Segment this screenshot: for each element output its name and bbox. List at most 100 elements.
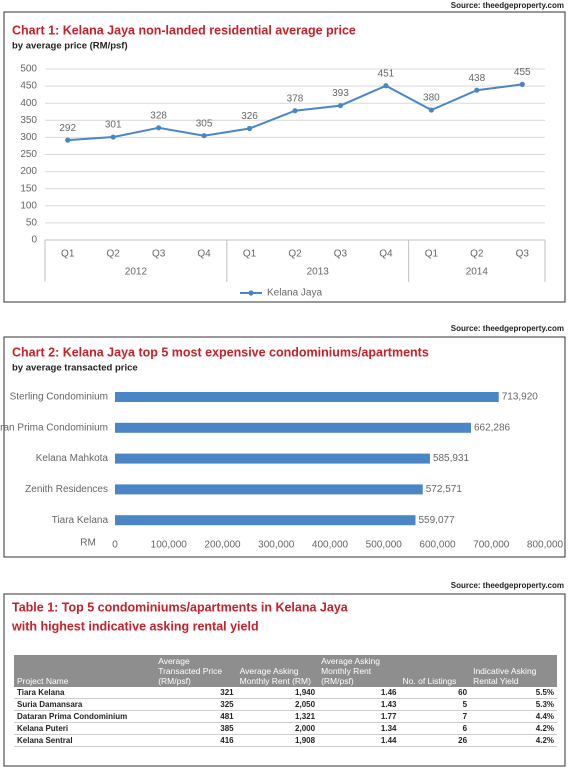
table-cell: 5.5% (470, 687, 557, 699)
x-tick-label: Q2 (470, 249, 484, 260)
table-cell: Tiara Kelana (14, 687, 156, 699)
y-tick-label: 50 (26, 218, 38, 229)
y-tick-label: 350 (20, 115, 37, 126)
data-label: 662,286 (474, 422, 511, 433)
data-point (110, 134, 116, 140)
data-table: Project Name Average Transacted Price (RM… (14, 655, 557, 747)
data-point (337, 102, 344, 109)
table-cell: 1.43 (318, 698, 400, 711)
data-point (156, 125, 162, 131)
data-label: 393 (332, 88, 349, 99)
x-tick-label: Q4 (197, 249, 211, 260)
column-header: Average Asking Monthly Rent (RM) (236, 655, 319, 687)
y-tick-label: Dataran Prima Condominium (0, 422, 108, 433)
data-label: 305 (196, 118, 213, 129)
y-tick-label: 200 (20, 166, 37, 177)
table-title: with highest indicative asking rental yi… (11, 619, 259, 633)
y-tick-label: 450 (20, 81, 37, 92)
y-tick-label: Zenith Residences (25, 484, 108, 495)
legend-label: Kelana Jaya (267, 288, 322, 299)
y-tick-label: 500 (20, 64, 37, 75)
source: Source: theedgeproperty.com (451, 581, 564, 590)
table-cell: 26 (399, 734, 471, 747)
chart-subtitle: by average transacted price (12, 363, 138, 374)
chart-2-frame (3, 336, 566, 558)
y-tick-label: Sterling Condominium (10, 392, 108, 403)
table-cell: Kelana Puteri (14, 722, 156, 735)
y-tick-label: Kelana Mahkota (36, 453, 109, 464)
x-tick-label: Q2 (288, 249, 302, 260)
table-cell: 4.2% (470, 734, 557, 747)
x-tick-label: Q2 (107, 249, 121, 260)
data-label: 301 (105, 120, 122, 131)
y-tick-label: Tiara Kelana (52, 515, 109, 526)
column-header: Average Asking Monthly Rent (RM/psf) (318, 655, 400, 687)
table-cell: 4.4% (470, 710, 557, 723)
x-group-label: 2012 (125, 267, 148, 278)
x-tick-label: 0 (112, 540, 118, 551)
table-cell: 1.46 (318, 687, 400, 699)
table-cell: 2,000 (236, 722, 319, 735)
bar (115, 484, 423, 495)
x-tick-label: Q3 (334, 249, 348, 260)
source: Source: theedgeproperty.com (451, 1, 564, 10)
table-cell: Kelana Sentral (14, 734, 156, 747)
y-tick-label: 150 (20, 183, 37, 194)
data-label: 378 (287, 93, 304, 104)
header-row: Project Name Average Transacted Price (RM… (14, 655, 557, 687)
data-label: 451 (378, 68, 395, 79)
x-tick-label: Q3 (152, 249, 166, 260)
data-label: 559,077 (419, 515, 456, 526)
x-tick-label: 600,000 (419, 540, 456, 551)
table-cell: 481 (155, 710, 237, 723)
chart-subtitle: by average price (RM/psf) (12, 41, 128, 52)
data-label: 585,931 (433, 453, 470, 464)
table-cell: 6 (399, 722, 471, 735)
data-label: 326 (241, 111, 258, 122)
x-tick-label: Q4 (379, 249, 393, 260)
table-cell: 1,908 (236, 734, 319, 747)
x-tick-label: 100,000 (151, 540, 188, 551)
table-cell: 4.2% (470, 722, 557, 735)
table-title: Table 1: Top 5 condominiums/apartments i… (12, 600, 349, 614)
x-tick-label: 500,000 (366, 540, 403, 551)
table-cell: 2,050 (236, 698, 319, 711)
data-label: 328 (150, 110, 167, 121)
table-row: Dataran Prima Condominium 481 1,321 1.77 7 4.… (14, 710, 557, 723)
table-cell: 7 (399, 710, 471, 723)
data-label: 455 (514, 67, 531, 78)
x-tick-label: Q1 (243, 249, 257, 260)
chart-title: Chart 2: Kelana Jaya top 5 most expensiv… (12, 345, 429, 359)
column-header: Project Name (14, 655, 156, 687)
bar (115, 453, 430, 464)
data-label: 380 (423, 93, 440, 104)
table-cell: 385 (155, 722, 237, 735)
column-header: Average Transacted Price (RM/psf) (155, 655, 237, 687)
table-row: Kelana Sentral 416 1,908 1.44 26 4.2% (14, 734, 557, 747)
data-point (519, 81, 525, 87)
x-tick-label: 700,000 (473, 540, 510, 551)
y-tick-label: 400 (20, 98, 37, 109)
table-cell: 1.77 (318, 710, 400, 723)
chart-1-frame (3, 11, 566, 303)
table-cell: Suria Damansara (14, 698, 156, 711)
column-header: Indicative Asking Rental Yield (470, 655, 557, 687)
table-cell: 60 (399, 687, 471, 699)
data-point (474, 87, 480, 93)
data-point (383, 83, 389, 89)
x-group-label: 2013 (307, 267, 330, 278)
x-tick-label: Q3 (516, 249, 530, 260)
x-tick-label: 800,000 (527, 540, 564, 551)
bar (115, 422, 471, 433)
y-tick-label: 250 (20, 149, 37, 160)
table-cell: 1,940 (236, 687, 319, 699)
x-tick-label: 400,000 (312, 540, 349, 551)
data-label: 438 (468, 73, 485, 84)
table-cell: 321 (155, 687, 237, 699)
table-row: Suria Damansara 325 2,050 1.43 5 5.3% (14, 698, 557, 711)
x-tick-label: 300,000 (258, 540, 295, 551)
x-axis-label: RM (80, 538, 96, 549)
table-cell: 1,321 (236, 710, 319, 723)
data-point (65, 137, 71, 143)
